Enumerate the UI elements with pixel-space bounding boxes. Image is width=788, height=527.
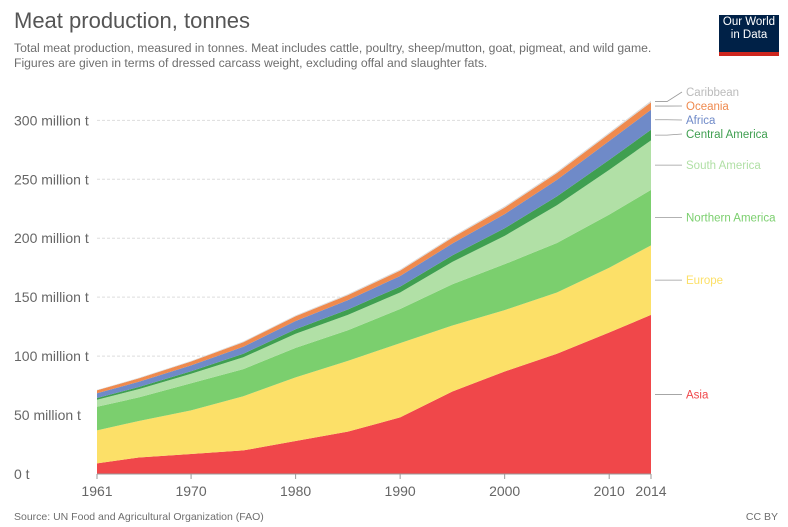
x-tick-label: 1980 bbox=[280, 483, 311, 499]
legend-label-central-america[interactable]: Central America bbox=[686, 129, 768, 141]
legend-label-europe[interactable]: Europe bbox=[686, 275, 723, 287]
x-tick-label: 1990 bbox=[385, 483, 416, 499]
y-tick-label: 250 million t bbox=[14, 171, 89, 187]
series-areas[interactable] bbox=[97, 100, 651, 474]
area-northern-america[interactable] bbox=[97, 189, 651, 431]
x-tick-label: 1970 bbox=[175, 483, 206, 499]
legend-connector bbox=[655, 91, 683, 102]
x-tick-label: 2010 bbox=[594, 483, 625, 499]
y-tick-label: 150 million t bbox=[14, 289, 89, 305]
legend-label-south-america[interactable]: South America bbox=[686, 160, 761, 172]
chart-subtitle: Total meat production, measured in tonne… bbox=[14, 41, 652, 70]
license-link[interactable]: CC BY bbox=[745, 511, 778, 523]
legend-label-caribbean[interactable]: Caribbean bbox=[686, 87, 739, 99]
legend-label-asia[interactable]: Asia bbox=[686, 389, 709, 401]
owid-logo[interactable]: Our World in Data bbox=[719, 15, 779, 56]
logo-line-2: in Data bbox=[730, 29, 768, 41]
y-tick-label: 100 million t bbox=[14, 348, 89, 364]
source-note[interactable]: Source: UN Food and Agricultural Organiz… bbox=[14, 511, 264, 523]
legend-label-oceania[interactable]: Oceania bbox=[686, 101, 729, 113]
area-asia[interactable] bbox=[97, 314, 651, 474]
chart-title: Meat production, tonnes bbox=[14, 8, 251, 33]
y-tick-label: 200 million t bbox=[14, 230, 89, 246]
y-tick-label: 0 t bbox=[14, 466, 30, 482]
area-europe[interactable] bbox=[97, 245, 651, 464]
x-tick-label: 2000 bbox=[489, 483, 520, 499]
logo-line-1: Our World bbox=[722, 16, 776, 28]
y-tick-label: 50 million t bbox=[14, 407, 81, 423]
y-tick-label: 300 million t bbox=[14, 112, 89, 128]
legend-label-africa[interactable]: Africa bbox=[686, 115, 716, 127]
x-tick-label: 2014 bbox=[635, 483, 666, 499]
legend: Asia Europe Northern America South America C… bbox=[655, 87, 776, 401]
axes: 0 t 50 million t 100 million t 150 million … bbox=[14, 112, 667, 499]
x-tick-label: 1961 bbox=[81, 483, 112, 499]
legend-label-northern-america[interactable]: Northern America bbox=[686, 213, 776, 225]
legend-connector bbox=[655, 133, 683, 136]
